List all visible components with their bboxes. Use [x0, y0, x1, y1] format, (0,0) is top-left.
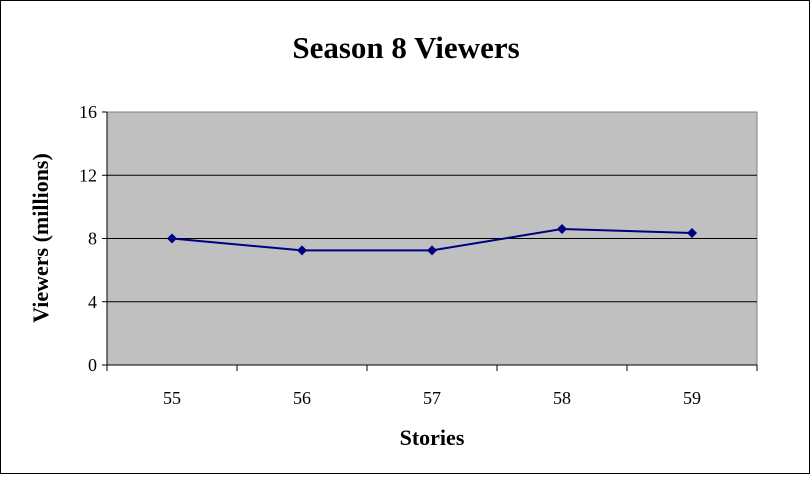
y-tick-label: 12 — [79, 165, 97, 185]
data-point-marker — [297, 245, 307, 256]
y-axis-label: Viewers (millions) — [28, 153, 53, 323]
x-tick-label: 59 — [683, 388, 701, 408]
y-tick-label: 0 — [88, 355, 97, 375]
x-tick-label: 55 — [163, 388, 181, 408]
data-point-marker — [687, 227, 697, 238]
x-tick-label: 57 — [423, 388, 441, 408]
y-tick-label: 16 — [79, 102, 97, 122]
data-point-marker — [427, 245, 437, 256]
x-tick-label: 58 — [553, 388, 571, 408]
chart-title: Season 8 Viewers — [292, 30, 519, 65]
y-tick-label: 4 — [88, 292, 97, 312]
x-tick-label: 56 — [293, 388, 311, 408]
y-tick-label: 8 — [88, 229, 97, 249]
x-axis-label: Stories — [400, 425, 465, 450]
data-point-marker — [167, 233, 177, 244]
data-point-marker — [557, 224, 567, 235]
